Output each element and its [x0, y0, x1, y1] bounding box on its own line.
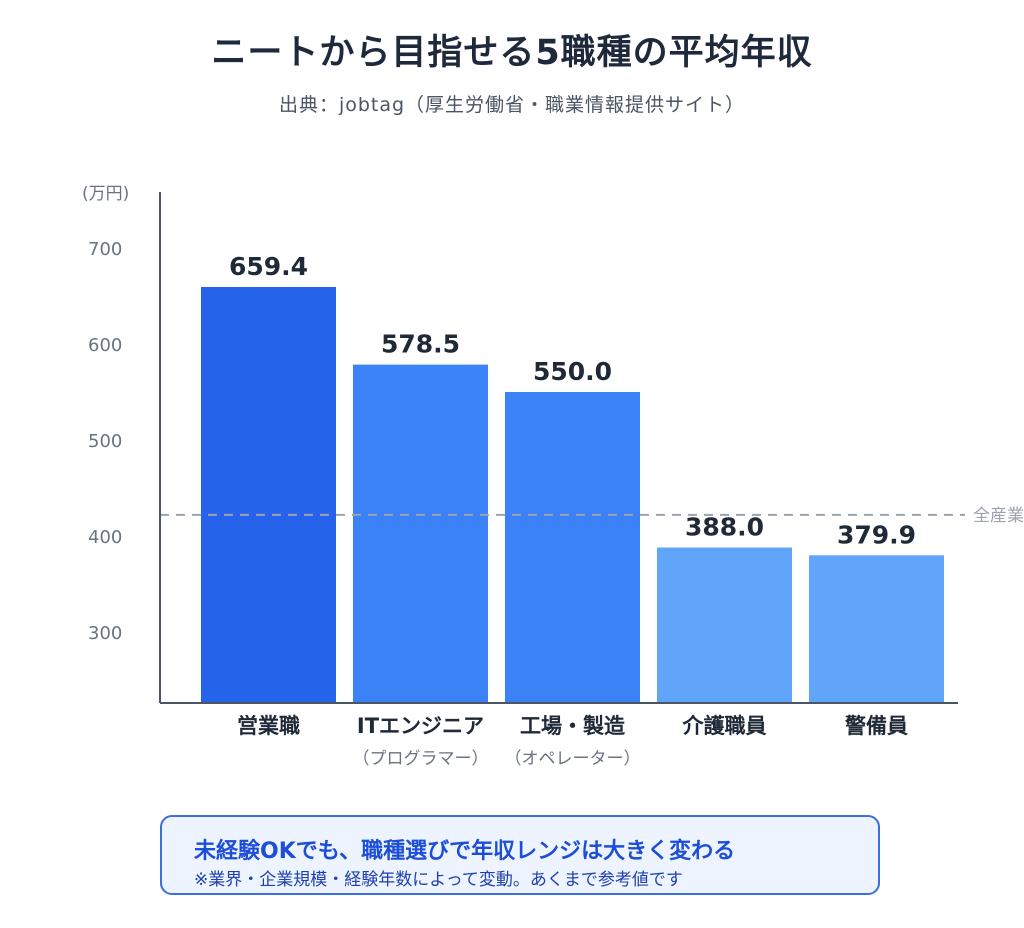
bar-value-label: 578.5 — [381, 330, 460, 359]
bar — [201, 286, 336, 703]
x-category-label: 警備員 — [844, 714, 908, 738]
y-tick-label: 300 — [88, 623, 122, 644]
callout-box: 未経験OKでも、職種選びで年収レンジは大きく変わる ※業界・企業規模・経験年数に… — [160, 815, 880, 895]
bar — [353, 364, 488, 703]
chart-title: ニートから目指せる5職種の平均年収 — [211, 33, 813, 73]
y-tick-label: 600 — [88, 335, 122, 356]
bar — [657, 547, 792, 703]
bar-chart: (万円) 300 400 500 600 700 全産業 659.4 578.5 550.0 388… — [82, 184, 1024, 769]
x-category-sublabel: （オペレーター） — [505, 749, 641, 769]
x-category-sublabel: （プログラマー） — [353, 749, 489, 769]
x-category-label: 工場・製造 — [520, 714, 626, 738]
chart-subtitle: 出典：jobtag（厚生労働省・職業情報提供サイト） — [278, 94, 746, 116]
y-tick-label: 400 — [88, 527, 122, 548]
bar-value-label: 379.9 — [837, 520, 916, 549]
x-category-label: 営業職 — [237, 714, 300, 738]
y-tick-label: 500 — [88, 431, 122, 452]
callout-main-text: 未経験OKでも、職種選びで年収レンジは大きく変わる — [194, 839, 736, 864]
bar-value-label: 550.0 — [533, 357, 612, 386]
bar — [505, 392, 640, 703]
y-axis-unit-label: (万円) — [82, 184, 129, 204]
bar-value-label: 659.4 — [229, 252, 308, 281]
x-category-label: 介護職員 — [682, 714, 767, 738]
bar — [809, 555, 944, 703]
callout-note-text: ※業界・企業規模・経験年数によって変動。あくまで参考値です — [194, 870, 683, 890]
reference-line-label: 全産業 — [973, 506, 1024, 526]
x-category-label: ITエンジニア — [357, 714, 484, 738]
bar-value-label: 388.0 — [685, 513, 764, 542]
y-tick-label: 700 — [88, 239, 122, 260]
